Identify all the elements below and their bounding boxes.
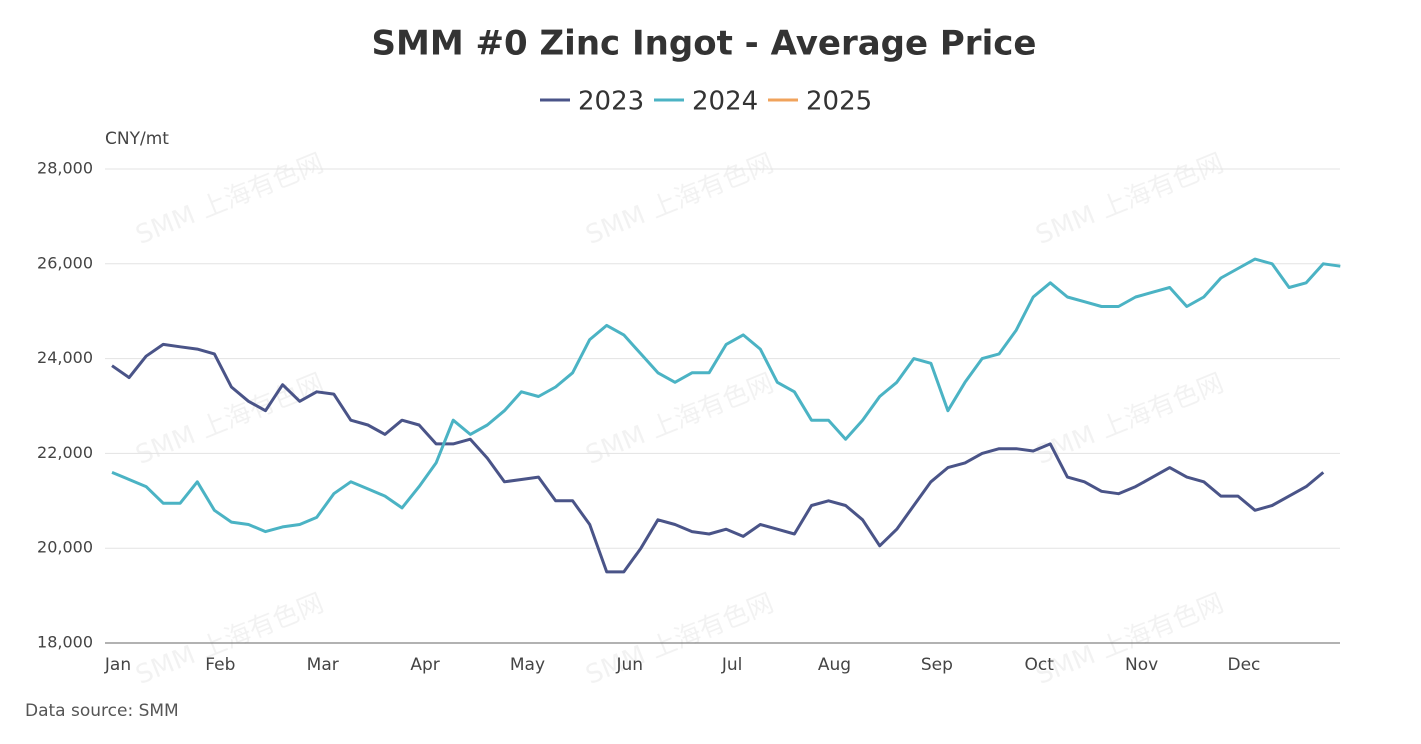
x-tick-label: Nov [1125,655,1158,675]
watermark: SMM 上海有色网 [1032,148,1228,251]
x-tick-label: Apr [410,655,439,675]
y-axis-label: CNY/mt [105,129,169,149]
x-tick-label: Mar [307,655,339,675]
x-tick-label: Sep [921,655,953,675]
watermark: SMM 上海有色网 [1032,368,1228,471]
legend-label: 2024 [692,87,758,117]
x-tick-label: Jan [104,655,131,675]
legend-label: 2025 [806,87,872,117]
x-tick-label: Dec [1228,655,1261,675]
x-tick-label: May [510,655,545,675]
legend-label: 2023 [578,87,644,117]
y-tick-label: 26,000 [37,253,93,272]
x-tick-label: Oct [1025,655,1055,675]
watermark: SMM 上海有色网 [132,148,328,251]
y-tick-label: 18,000 [37,633,93,652]
source: Data source: SMM [25,701,179,721]
y-tick-label: 28,000 [37,159,93,178]
y-tick-label: 20,000 [37,538,93,557]
y-tick-label: 24,000 [37,348,93,367]
line-series [111,342,1325,574]
x-tick-label: Aug [818,655,851,675]
watermark: SMM 上海有色网 [132,588,328,691]
y-tick-label: 22,000 [37,443,93,462]
x-tick-label: Jul [721,655,743,675]
watermark: SMM 上海有色网 [1032,588,1228,691]
watermark: SMM 上海有色网 [582,368,778,471]
chart-title: SMM #0 Zinc Ingot - Average Price [372,24,1037,64]
watermark: SMM 上海有色网 [582,588,778,691]
line-series [111,257,1341,534]
watermark: SMM 上海有色网 [582,148,778,251]
x-tick-label: Feb [205,655,235,675]
x-tick-label: Jun [616,655,644,675]
